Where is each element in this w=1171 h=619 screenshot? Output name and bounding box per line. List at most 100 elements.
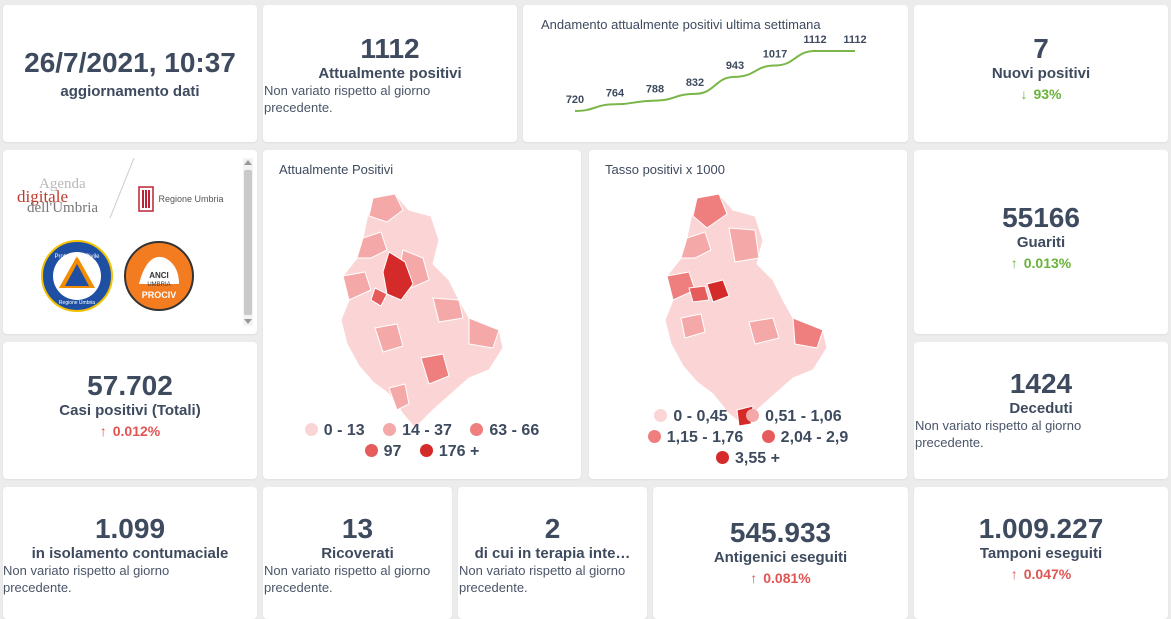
map1-legend-item[interactable]: 14 - 37: [383, 420, 452, 441]
update-label: aggiornamento dati: [60, 83, 200, 100]
scroll-thumb[interactable]: [244, 170, 252, 315]
regione-umbria-logo: Regione Umbria: [138, 186, 223, 212]
legend-dot: [761, 430, 775, 443]
divider-line: [109, 158, 135, 218]
logos-card: Agenda digitale dell'Umbria Regione Umbr…: [3, 150, 257, 334]
legend-dot: [383, 423, 397, 436]
legend-dot: [716, 451, 730, 464]
logos-scrollbar[interactable]: [243, 158, 253, 326]
ricoverati-label: Ricoverati: [321, 545, 394, 562]
trend-data-label: 1112: [843, 34, 866, 46]
antigenici-delta-value: 0.081%: [763, 570, 811, 586]
map1-legend-item[interactable]: 176 +: [419, 441, 480, 462]
map2-legend-item[interactable]: 2,04 - 2,9: [761, 427, 849, 448]
tamponi-value: 1.009.227: [978, 513, 1104, 544]
trend-data-label: 720: [566, 94, 584, 106]
arrow-up-icon: ↑: [1010, 566, 1018, 582]
map1-legend: 0 - 13 14 - 37 63 - 66 97 176 +: [263, 420, 581, 462]
ricoverati-value: 13: [341, 513, 374, 544]
scroll-up-icon[interactable]: [244, 160, 252, 165]
attualmente-positivi-value: 1112: [360, 33, 420, 64]
guariti-delta: ↑ 0.013%: [914, 255, 1168, 271]
arrow-up-icon: ↑: [750, 570, 758, 586]
map2-title: Tasso positivi x 1000: [605, 162, 725, 177]
arrow-up-icon: ↑: [1010, 255, 1018, 271]
map2-umbria-map[interactable]: [589, 188, 907, 428]
guariti-label: Guariti: [1016, 234, 1066, 251]
map2-legend-item[interactable]: 3,55 +: [716, 448, 780, 469]
terapia-intensiva-card: 2 di cui in terapia inte… Non variato ri…: [458, 487, 647, 619]
isolamento-label: in isolamento contumaciale: [31, 545, 229, 562]
isolamento-note: Non variato rispetto al giorno precedent…: [3, 563, 170, 595]
map-attualmente-positivi-card: Attualmente Positivi 0 - 13 14 - 37 63 -…: [263, 150, 581, 479]
legend-label: 0,51 - 1,06: [765, 408, 842, 425]
prociv-text: PROCIV: [142, 290, 177, 300]
attualmente-positivi-card: 1112 Attualmente positivi Non variato ri…: [263, 5, 517, 142]
trend-line: [574, 50, 855, 112]
legend-label: 1,15 - 1,76: [666, 429, 744, 446]
legend-label: 14 - 37: [402, 422, 452, 439]
agenda-line3: dell'Umbria: [27, 200, 99, 216]
isolamento-value: 1.099: [94, 513, 166, 544]
deceduti-card: 1424 Deceduti Non variato rispetto al gi…: [914, 342, 1168, 479]
legend-label: 176 +: [438, 443, 480, 460]
trend-data-label: 1112: [803, 34, 826, 46]
nuovi-positivi-card: 7 Nuovi positivi ↓ 93%: [914, 5, 1168, 142]
nuovi-positivi-label: Nuovi positivi: [991, 65, 1091, 82]
map1-legend-item[interactable]: 0 - 13: [304, 420, 365, 441]
attualmente-positivi-label: Attualmente positivi: [318, 65, 462, 82]
map2-legend-row3: 3,55 +: [589, 448, 907, 469]
map1-legend-item[interactable]: 63 - 66: [470, 420, 539, 441]
guariti-delta-value: 0.013%: [1023, 255, 1072, 271]
protezione-civile-sub: Regione Umbria: [59, 300, 95, 306]
trend-chart: Andamento attualmente positivi ultima se…: [541, 17, 867, 112]
trend-data-label: 832: [686, 77, 704, 89]
agenda-digitale-logo: Agenda digitale dell'Umbria: [17, 176, 117, 236]
legend-label: 2,04 - 2,9: [780, 429, 849, 446]
map2-legend-row1: 0 - 0,45 0,51 - 1,06: [589, 406, 907, 427]
map1-umbria-map[interactable]: [263, 188, 581, 428]
casi-totali-delta: ↑ 0.012%: [3, 423, 257, 439]
trend-data-label: 943: [726, 60, 744, 72]
protezione-civile-text: Protezione Civile: [54, 254, 100, 260]
arrow-down-icon: ↓: [1020, 86, 1028, 102]
scroll-down-icon[interactable]: [244, 319, 252, 324]
legend-dot: [654, 409, 668, 422]
deceduti-label: Deceduti: [1009, 400, 1073, 417]
antigenici-card: 545.933 Antigenici eseguiti ↑ 0.081%: [653, 487, 908, 619]
update-datetime: 26/7/2021, 10:37: [24, 47, 236, 78]
agenda-line2: digitale: [17, 187, 68, 206]
trend-title: Andamento attualmente positivi ultima se…: [541, 17, 821, 32]
antigenici-label: Antigenici eseguiti: [713, 549, 848, 566]
map2-legend-item[interactable]: 1,15 - 1,76: [647, 427, 744, 448]
trend-data-label: 764: [606, 87, 625, 99]
nuovi-positivi-delta-value: 93%: [1033, 86, 1062, 102]
regione-umbria-text: Regione Umbria: [158, 194, 224, 204]
map1-title: Attualmente Positivi: [279, 162, 394, 177]
trend-data-label: 1017: [763, 49, 787, 61]
attualmente-positivi-note: Non variato rispetto al giorno precedent…: [264, 83, 431, 115]
guariti-value: 55166: [1002, 202, 1080, 233]
map2-legend-row2: 1,15 - 1,76 2,04 - 2,9: [589, 427, 907, 448]
antigenici-delta: ↑ 0.081%: [653, 570, 908, 586]
nuovi-positivi-delta: ↓ 93%: [914, 86, 1168, 102]
terapia-note: Non variato rispetto al giorno precedent…: [459, 563, 626, 595]
legend-dot: [470, 423, 484, 436]
guariti-card: 55166 Guariti ↑ 0.013%: [914, 150, 1168, 334]
tamponi-delta-value: 0.047%: [1023, 566, 1072, 582]
update-card: 26/7/2021, 10:37 aggiornamento dati: [3, 5, 257, 142]
map1-legend-item[interactable]: 97: [364, 441, 401, 462]
map2-legend-item[interactable]: 0,51 - 1,06: [746, 406, 842, 427]
trend-data-label: 788: [646, 84, 664, 96]
legend-label: 0 - 0,45: [673, 408, 728, 425]
tamponi-card: 1.009.227 Tamponi eseguiti ↑ 0.047%: [914, 487, 1168, 619]
tamponi-label: Tamponi eseguiti: [979, 545, 1103, 562]
antigenici-value: 545.933: [729, 517, 832, 548]
legend-label: 0 - 13: [323, 422, 365, 439]
casi-totali-card: 57.702 Casi positivi (Totali) ↑ 0.012%: [3, 342, 257, 479]
casi-totali-value: 57.702: [87, 370, 173, 401]
map2-legend-item[interactable]: 0 - 0,45: [654, 406, 728, 427]
map2-legend: 0 - 0,45 0,51 - 1,06 1,15 - 1,76 2,04 - …: [589, 406, 907, 469]
ricoverati-card: 13 Ricoverati Non variato rispetto al gi…: [263, 487, 452, 619]
terapia-value: 2: [544, 513, 561, 544]
